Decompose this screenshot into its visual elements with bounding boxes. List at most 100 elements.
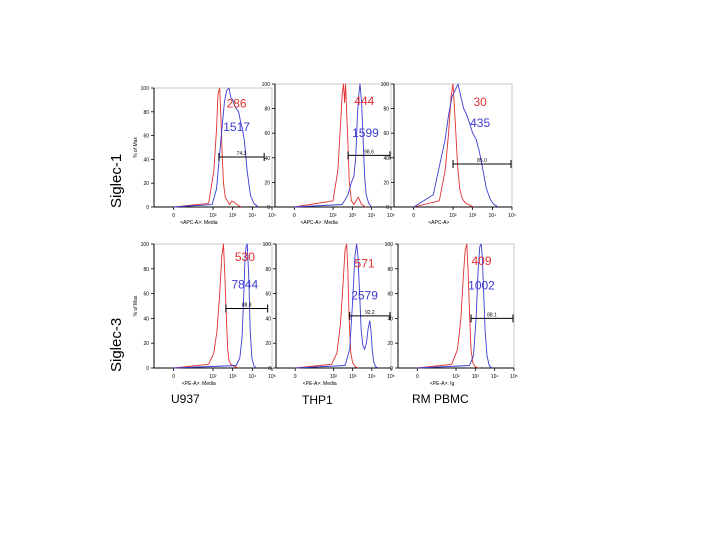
gate-label: 74.3 <box>237 151 247 157</box>
control-mfi-label: 30 <box>473 95 487 109</box>
y-tick-label: 60 <box>143 134 149 140</box>
y-tick-label: 40 <box>387 316 393 322</box>
gate-label: 88.8 <box>242 302 252 308</box>
stain-histogram-line <box>173 87 259 208</box>
y-axis-label: % of Max <box>133 137 139 158</box>
y-tick-label: 100 <box>141 242 150 248</box>
stain-mfi-label: 7844 <box>232 277 259 291</box>
x-tick-label: 10² <box>329 213 337 219</box>
y-tick-label: 80 <box>383 107 389 113</box>
y-tick-label: 0 <box>146 366 149 372</box>
control-histogram-line <box>173 87 243 208</box>
x-tick-label: 10⁴ <box>491 374 499 380</box>
y-tick-label: 0 <box>390 366 393 372</box>
histogram-panel: 0 20 40 60 80 100 % of Max 0 10² 10³ 10⁴ 10⁵ <PE-A>:… <box>133 242 276 387</box>
x-tick-label: 10⁵ <box>387 374 395 380</box>
stain-histogram-line <box>173 243 257 369</box>
y-tick-label: 0 <box>146 205 149 211</box>
x-tick-label: 0 <box>294 374 297 380</box>
x-tick-label: 0 <box>172 374 175 380</box>
y-tick-label: 80 <box>143 267 149 273</box>
stain-mfi-label: 1517 <box>223 120 250 134</box>
control-mfi-label: 571 <box>355 256 375 270</box>
y-tick-label: 40 <box>264 156 270 162</box>
gate-label: 98.6 <box>364 149 374 155</box>
histogram-panel: 0 20 40 60 80 100 0 10² 10³ 10⁴ 10⁵ <PE-A>: Media 92… <box>263 242 395 387</box>
panel-frame <box>397 243 515 369</box>
column-label-thp1: THP1 <box>302 393 333 407</box>
y-tick-label: 100 <box>381 82 390 88</box>
histogram-panel: 0 20 40 60 80 100 % of Max 0 10² 10³ 10⁴ 10⁵ <APC-A>… <box>133 86 276 226</box>
x-tick-label: 10⁵ <box>387 213 395 219</box>
x-tick-label: 0 <box>172 213 175 219</box>
y-tick-label: 20 <box>383 180 389 186</box>
y-tick-label: 100 <box>262 82 271 88</box>
x-tick-label: 10⁴ <box>248 213 256 219</box>
y-tick-label: 100 <box>385 242 394 248</box>
y-axis-label: % of Max <box>133 295 139 316</box>
x-tick-label: 10⁴ <box>248 374 256 380</box>
y-tick-label: 20 <box>264 180 270 186</box>
x-tick-label: 10³ <box>349 213 357 219</box>
x-axis-label: <PE-A>: Media <box>182 381 216 387</box>
stain-mfi-label: 1002 <box>468 279 495 293</box>
y-tick-label: 20 <box>143 181 149 187</box>
x-tick-label: 0 <box>293 213 296 219</box>
x-tick-label: 10³ <box>229 374 237 380</box>
x-tick-label: 10² <box>452 374 460 380</box>
x-tick-label: 10⁵ <box>508 213 516 219</box>
control-mfi-label: 409 <box>472 254 492 268</box>
y-tick-label: 60 <box>264 131 270 137</box>
y-tick-label: 60 <box>265 292 271 298</box>
panel-frame <box>393 83 513 208</box>
histogram-panel: 0 20 40 60 80 100 0 10² 10³ 10⁴ 10⁵ <APC-A>: Media 9… <box>262 82 395 226</box>
x-tick-label: 0 <box>416 374 419 380</box>
row-label-siglec-3: Siglec-3 <box>108 317 125 372</box>
stain-histogram-line <box>413 83 499 208</box>
control-mfi-label: 444 <box>354 94 374 108</box>
x-tick-label: 10⁴ <box>488 213 496 219</box>
control-histogram-line <box>295 243 359 369</box>
control-histogram-line <box>294 83 367 208</box>
x-tick-label: 10³ <box>349 374 357 380</box>
y-tick-label: 60 <box>387 292 393 298</box>
control-mfi-label: 530 <box>235 250 255 264</box>
y-tick-label: 0 <box>267 205 270 211</box>
y-tick-label: 40 <box>143 316 149 322</box>
y-tick-label: 80 <box>264 107 270 113</box>
stain-mfi-label: 435 <box>470 116 490 130</box>
y-tick-label: 80 <box>143 110 149 116</box>
panel-frame <box>153 87 273 208</box>
x-tick-label: 10⁴ <box>368 374 376 380</box>
stain-histogram-line <box>417 243 493 369</box>
y-tick-label: 40 <box>265 316 271 322</box>
x-tick-label: 10² <box>209 213 217 219</box>
x-tick-label: 10² <box>209 374 217 380</box>
x-axis-label: <APC-A> <box>428 220 449 226</box>
x-tick-label: 10² <box>449 213 457 219</box>
x-axis-label: <PE-A>: Media <box>303 381 337 387</box>
y-tick-label: 60 <box>383 131 389 137</box>
stain-mfi-label: 1599 <box>352 126 379 140</box>
y-tick-label: 20 <box>387 341 393 347</box>
stain-mfi-label: 2579 <box>351 289 378 303</box>
x-axis-label: <APC-A>: Media <box>180 220 218 226</box>
gate-label: 88.1 <box>487 312 497 318</box>
gate-label: 92.2 <box>365 310 375 316</box>
control-mfi-label: 286 <box>227 96 247 110</box>
control-histogram-line <box>173 243 239 369</box>
x-tick-label: 10⁴ <box>368 213 376 219</box>
gate-label: 85.0 <box>477 158 487 164</box>
y-tick-label: 100 <box>263 242 272 248</box>
y-tick-label: 20 <box>265 341 271 347</box>
x-tick-label: 10⁵ <box>268 213 276 219</box>
y-tick-label: 0 <box>268 366 271 372</box>
x-tick-label: 10⁵ <box>510 374 518 380</box>
y-tick-label: 80 <box>265 267 271 273</box>
row-label-siglec-1: Siglec-1 <box>108 153 125 208</box>
histogram-panel: 0 20 40 60 80 100 0 10² 10³ 10⁴ 10⁵ <PE-A>: Ig 88.1 4… <box>385 242 518 387</box>
histogram-panel: 0 20 40 60 80 100 0 10² 10³ 10⁴ 10⁵ <APC-A> 85.0 30 43… <box>381 82 516 226</box>
stain-histogram-line <box>294 83 373 208</box>
y-tick-label: 60 <box>143 292 149 298</box>
